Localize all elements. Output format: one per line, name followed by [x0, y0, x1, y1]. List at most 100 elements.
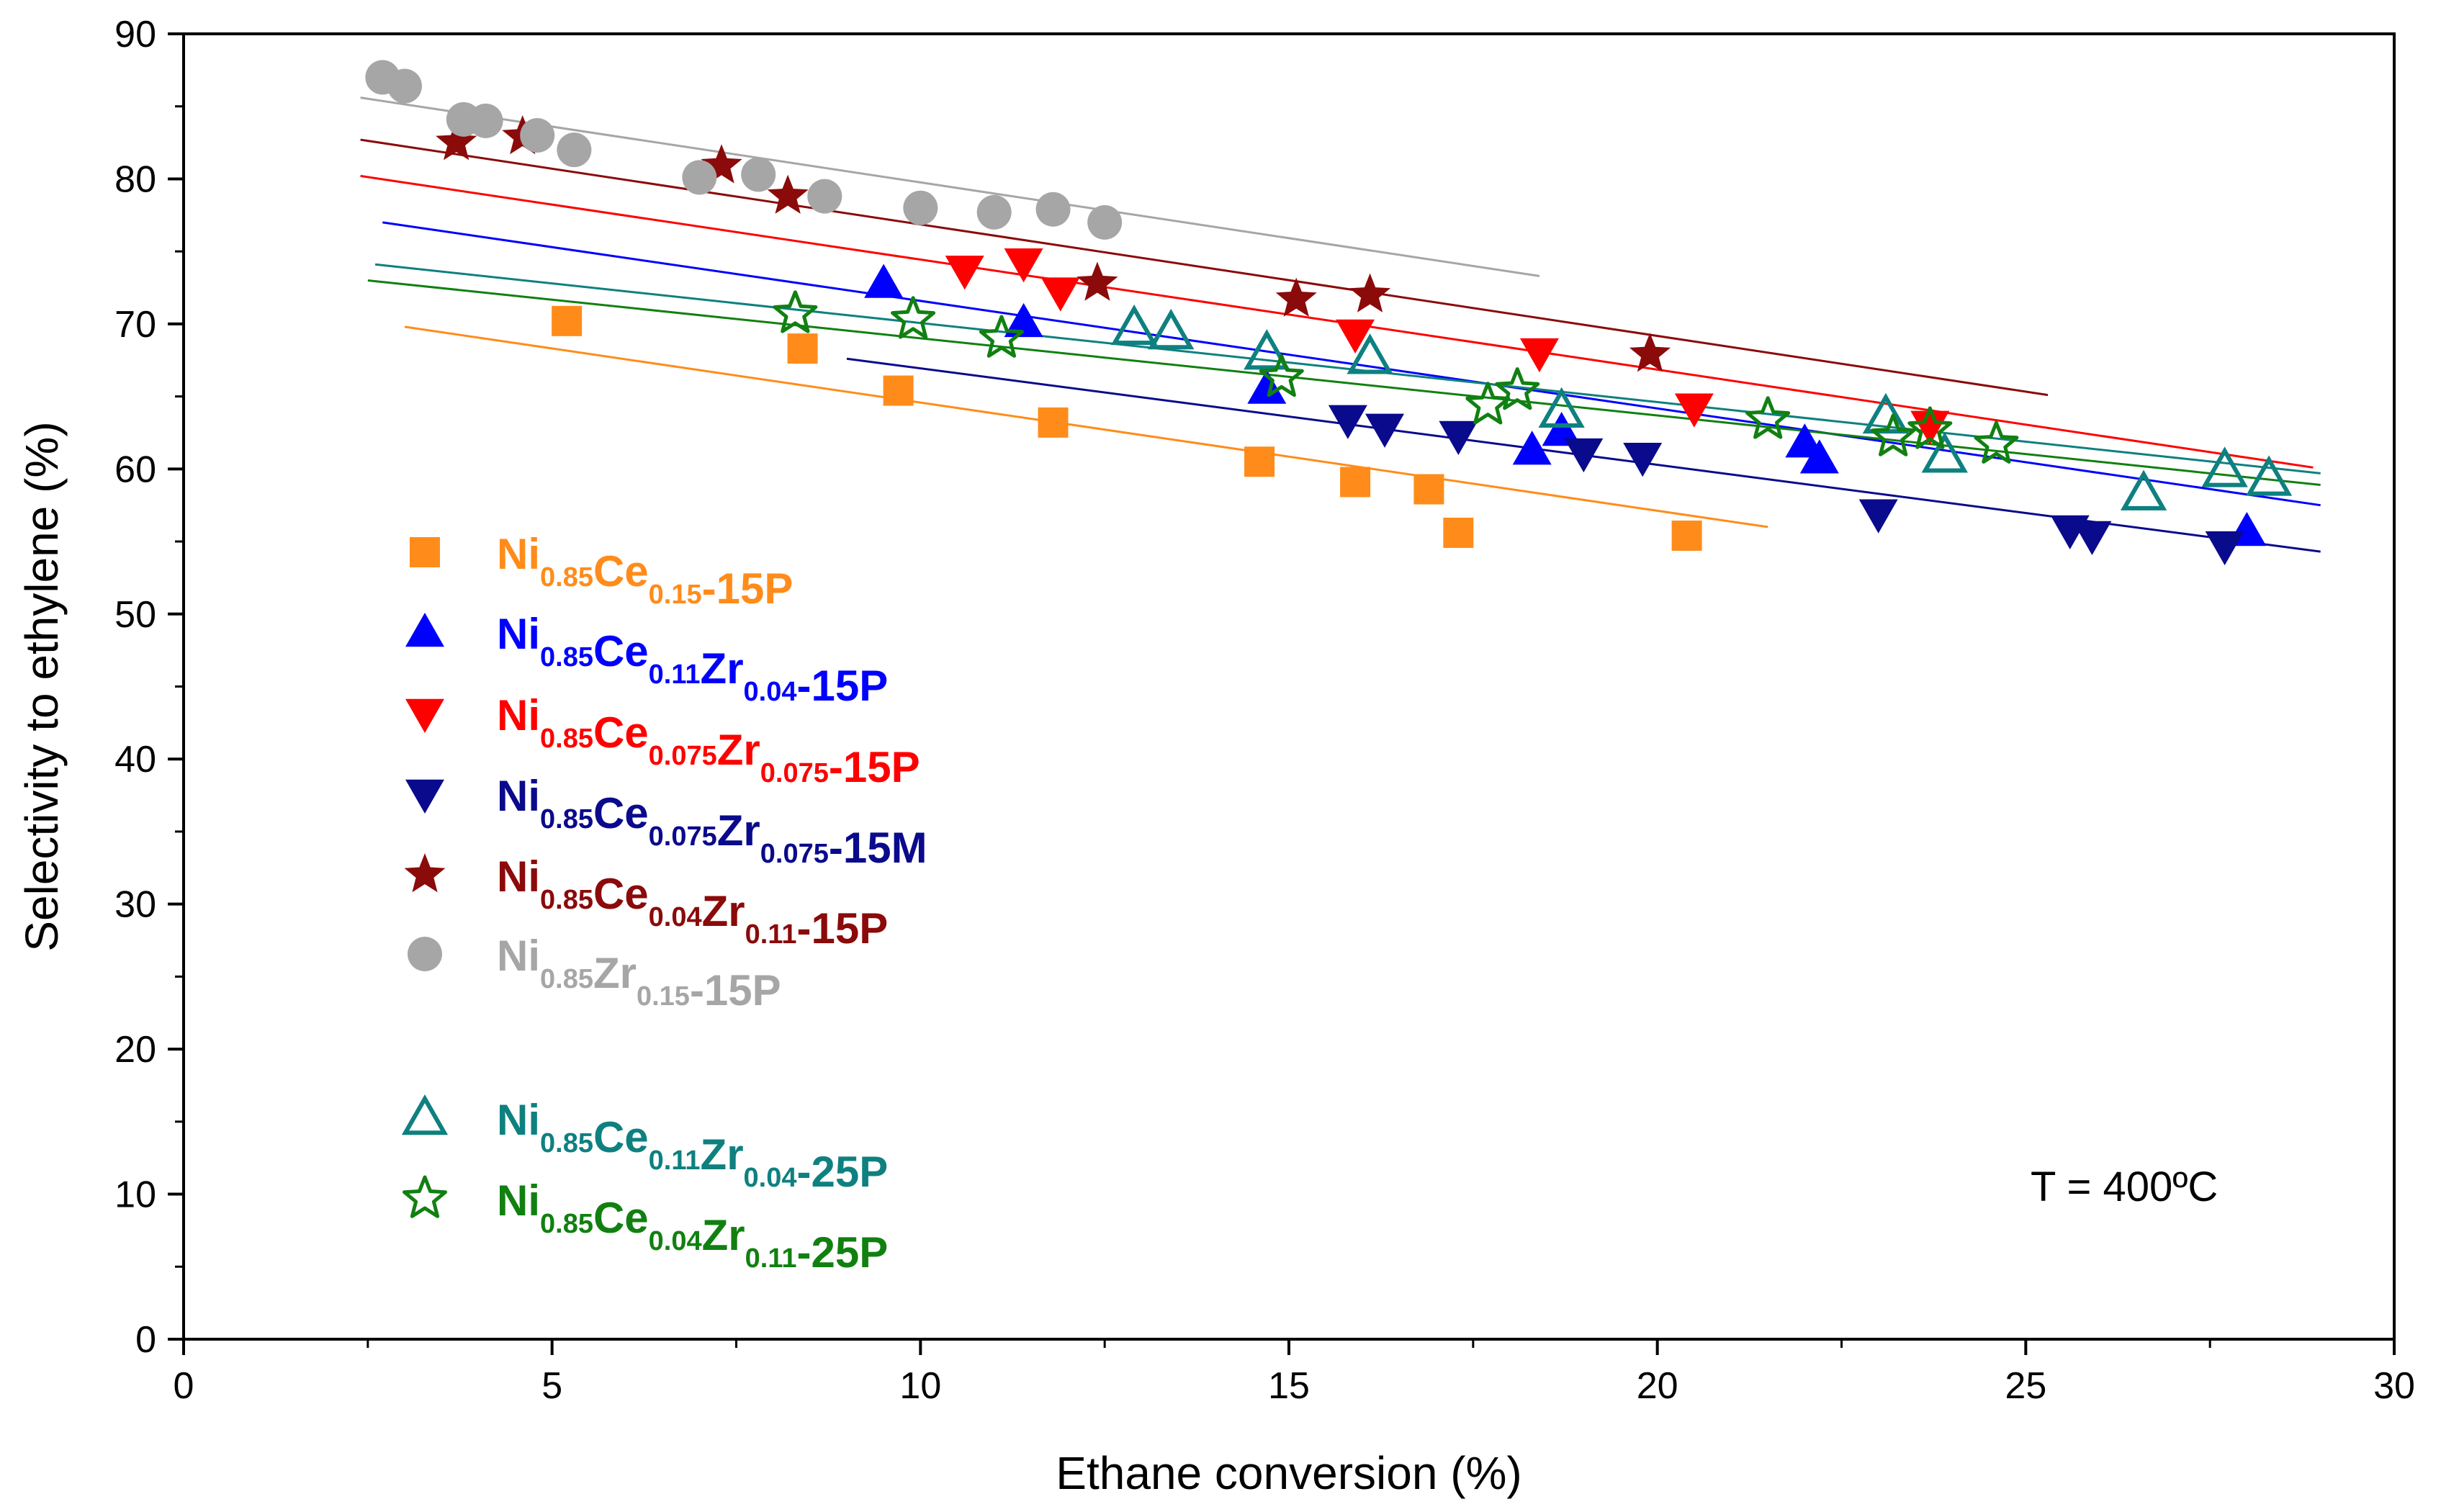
x-tick-label: 10 [899, 1365, 941, 1407]
legend-text-part: -15P [797, 904, 889, 953]
data-point [883, 375, 914, 406]
data-point [1564, 438, 1604, 473]
data-point [2245, 455, 2293, 496]
data-point [2201, 446, 2248, 487]
legend-subscript: 0.15 [649, 580, 702, 610]
legend-marker [404, 853, 446, 893]
legend-marker [408, 937, 442, 971]
legend-text-part: Ce [593, 1194, 649, 1242]
legend-text-part: Zr [702, 1211, 745, 1259]
legend-text-part: Ce [593, 547, 649, 595]
legend-subscript: 0.04 [649, 902, 702, 932]
legend-subscript: 0.075 [760, 839, 829, 869]
data-point [1110, 304, 1158, 346]
legend-subscript: 0.04 [744, 677, 797, 707]
data-markers [365, 60, 2293, 566]
y-tick-label: 70 [114, 304, 156, 346]
data-point [1087, 204, 1123, 240]
legend-subscript: 0.04 [649, 1226, 702, 1256]
legend-text-part: -25P [797, 1228, 889, 1277]
data-point [976, 194, 1012, 230]
y-tick-label: 60 [114, 449, 156, 490]
data-point [1623, 442, 1663, 477]
data-point [979, 315, 1024, 358]
y-tick-label: 90 [114, 14, 156, 55]
data-point [1921, 432, 1968, 473]
legend-text-part: Ni [497, 1096, 540, 1144]
legend-text-part: Ce [593, 870, 649, 918]
legend-subscript: 0.11 [745, 1243, 797, 1274]
data-point [1871, 413, 1916, 456]
data-point [1076, 261, 1118, 301]
x-tick-label: 30 [2373, 1365, 2415, 1407]
legend-text-part: Zr [593, 949, 637, 997]
data-point [1035, 192, 1071, 227]
data-point [1004, 248, 1043, 283]
legend: Ni0.85Ce0.15-15PNi0.85Ce0.11Zr0.04-15PNi… [401, 530, 927, 1277]
data-point [1004, 302, 1043, 338]
legend-text-part: Zr [702, 887, 745, 935]
data-point [1910, 410, 1950, 445]
data-point [1519, 338, 1559, 373]
data-point [1439, 420, 1478, 456]
fit-line [382, 221, 2321, 507]
legend-subscript: 0.04 [744, 1163, 797, 1193]
legend-text-part: Zr [717, 806, 760, 855]
data-point [682, 160, 717, 195]
legend-text-part: -15P [797, 662, 889, 710]
fit-line [360, 138, 2049, 397]
legend-text-part: -25P [797, 1148, 889, 1196]
legend-text-part: Ni [497, 772, 540, 820]
legend-subscript: 0.85 [540, 1209, 593, 1239]
legend-entry: Ni0.85Zr0.15-15P [497, 932, 781, 1014]
data-point [1674, 393, 1714, 428]
legend-text-part: Ni [497, 932, 540, 980]
legend-subscript: 0.85 [540, 804, 593, 834]
y-axis-title: Selectivity to ethylene (%) [16, 421, 68, 951]
legend-subscript: 0.85 [540, 964, 593, 994]
legend-subscript: 0.11 [649, 660, 701, 690]
data-point [945, 256, 984, 290]
legend-subscript: 0.85 [540, 724, 593, 754]
data-point [1538, 387, 1585, 428]
data-point [2120, 469, 2167, 510]
x-tick-label: 15 [1268, 1365, 1310, 1407]
data-point [1799, 439, 1839, 474]
legend-subscript: 0.11 [745, 919, 797, 950]
data-point [2205, 531, 2244, 566]
legend-subscript: 0.11 [649, 1146, 701, 1176]
data-point [1512, 431, 1552, 465]
data-point [1629, 333, 1671, 372]
legend-marker [405, 613, 444, 647]
fit-line [367, 279, 2321, 486]
legend-subscript: 0.075 [760, 758, 829, 788]
legend-entry: Ni0.85Ce0.11Zr0.04-25P [497, 1096, 888, 1196]
data-point [891, 296, 936, 339]
y-tick-label: 10 [114, 1174, 156, 1216]
legend-text-part: Ce [593, 627, 649, 675]
legend-text-part: -15P [829, 743, 920, 791]
legend-text-part: Zr [701, 1130, 744, 1179]
data-point [807, 179, 842, 214]
data-point [701, 144, 742, 184]
legend-entry: Ni0.85Ce0.04Zr0.11-15P [497, 852, 888, 953]
legend-text-part: Zr [717, 726, 760, 774]
x-axis-title: Ethane conversion (%) [1056, 1447, 1521, 1499]
legend-marker [401, 1094, 449, 1135]
legend-text-part: -15P [702, 564, 794, 613]
legend-text-part: -15M [829, 824, 927, 872]
data-point [1443, 517, 1474, 548]
data-point [1495, 367, 1540, 410]
data-point [1347, 333, 1393, 374]
data-point [1671, 520, 1702, 551]
data-point [1542, 411, 1581, 446]
x-tick-label: 5 [541, 1365, 562, 1407]
temperature-annotation: T = 400ºC [2031, 1164, 2218, 1210]
legend-text-part: Ce [593, 1113, 649, 1161]
data-point [1745, 396, 1791, 439]
y-tick-label: 80 [114, 158, 156, 200]
legend-text-part: -15P [690, 966, 781, 1014]
legend-subscript: 0.85 [540, 642, 593, 672]
data-point [552, 305, 583, 336]
legend-entry: Ni0.85Ce0.075Zr0.075-15M [497, 772, 927, 872]
